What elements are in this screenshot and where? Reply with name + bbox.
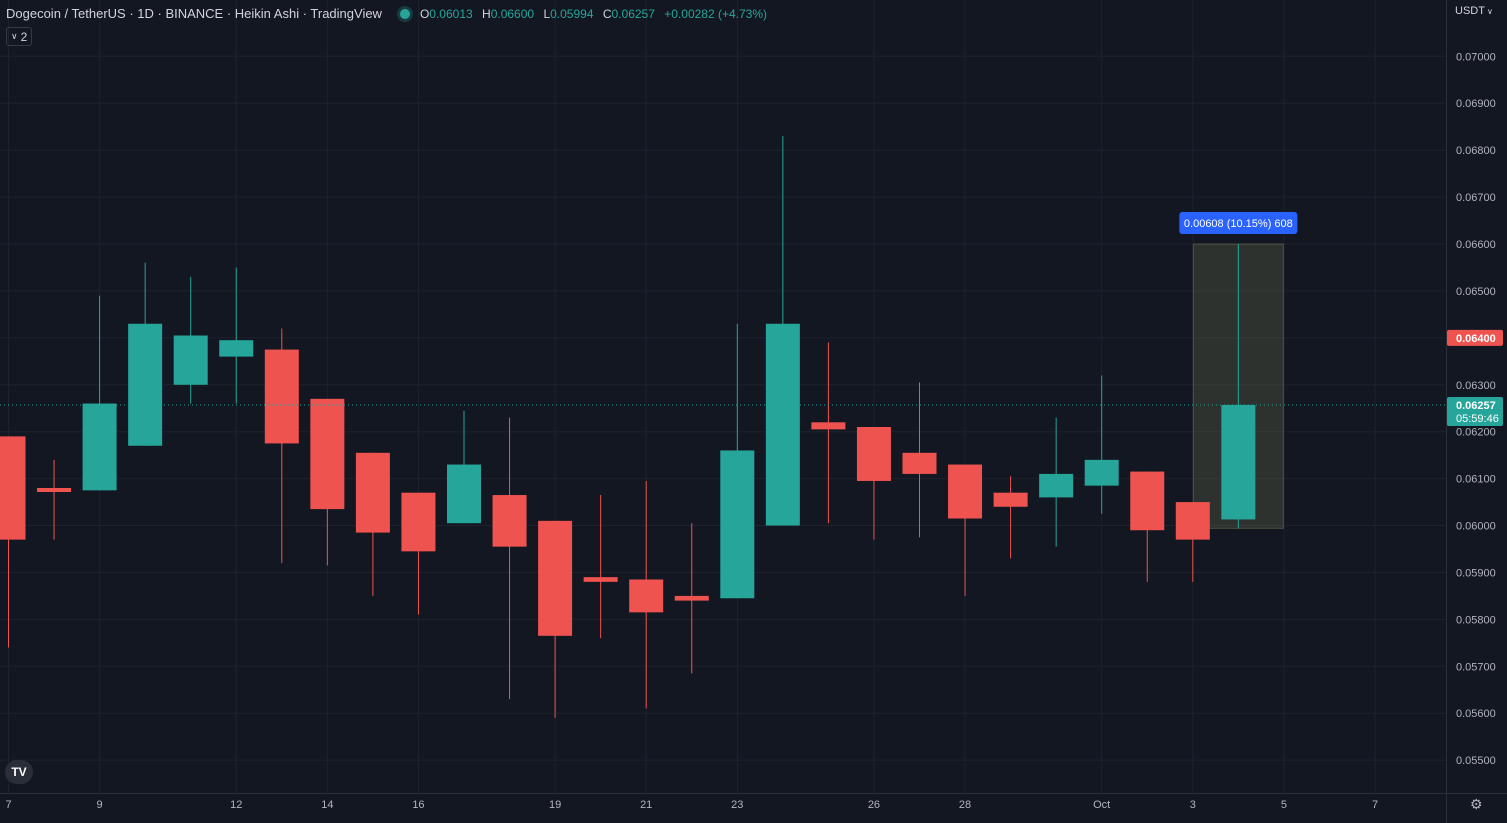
price-tick-label: 0.06200 — [1456, 427, 1496, 439]
candle-body[interactable] — [1130, 471, 1165, 531]
price-tick-label: 0.06500 — [1456, 286, 1496, 298]
time-tick-label: 5 — [1281, 799, 1287, 811]
symbol-title[interactable]: Dogecoin / TetherUS · 1D · BINANCE · Hei… — [6, 6, 382, 21]
current-price-tag — [1447, 396, 1503, 426]
candle-body[interactable] — [355, 452, 390, 533]
time-tick-label: Oct — [1093, 799, 1110, 811]
close-label: C — [602, 6, 612, 21]
candle-body[interactable] — [82, 403, 117, 491]
candle-body[interactable] — [310, 398, 345, 510]
time-tick-label: 19 — [549, 799, 561, 811]
candle-body[interactable] — [1175, 502, 1210, 540]
low-value: 0.05994 — [550, 6, 594, 21]
low-label: L — [543, 6, 551, 21]
price-tick-label: 0.06900 — [1456, 98, 1496, 110]
symbol-legend: Dogecoin / TetherUS · 1D · BINANCE · Hei… — [6, 6, 767, 21]
time-tick-label: 21 — [640, 799, 652, 811]
candle-body[interactable] — [720, 450, 755, 599]
candle-body[interactable] — [219, 340, 254, 357]
time-tick-label: 7 — [1372, 799, 1378, 811]
candle-body[interactable] — [674, 595, 709, 601]
indicators-count: 2 — [20, 29, 28, 44]
indicators-collapse-button[interactable]: ∨ 2 — [6, 27, 33, 46]
candle-body[interactable] — [948, 464, 983, 519]
candle-body[interactable] — [902, 452, 937, 474]
time-tick-label: 12 — [230, 799, 242, 811]
price-tick-label: 0.06100 — [1456, 474, 1496, 486]
currency-label: USDT — [1455, 5, 1485, 17]
high-value: 0.06600 — [490, 6, 535, 21]
countdown-label: 05:59:46 — [1456, 413, 1499, 425]
price-tick-label: 0.06700 — [1456, 192, 1496, 204]
open-label: O — [419, 6, 430, 21]
candle-body[interactable] — [492, 495, 527, 547]
price-tick-label: 0.05700 — [1456, 661, 1496, 673]
time-tick-label: 3 — [1190, 799, 1196, 811]
time-tick-label: 7 — [5, 799, 11, 811]
candle-body[interactable] — [173, 335, 208, 385]
change-value: +0.00282 (+4.73%) — [664, 6, 768, 21]
candle-body[interactable] — [765, 323, 800, 526]
time-tick-label: 16 — [412, 799, 424, 811]
chevron-down-icon: ∨ — [1486, 6, 1493, 16]
measure-label: 0.00608 (10.15%) 608 — [1184, 218, 1293, 230]
price-tick-label: 0.05900 — [1456, 567, 1496, 579]
time-tick-label: 23 — [731, 799, 743, 811]
measure-badge — [1179, 212, 1298, 234]
price-tick-label: 0.07000 — [1456, 51, 1496, 63]
open-value: 0.06013 — [429, 6, 473, 21]
candle-body[interactable] — [264, 349, 299, 444]
current-price-label: 0.06257 — [1456, 400, 1496, 412]
candle-body[interactable] — [0, 436, 26, 540]
price-tick-label: 0.05600 — [1456, 708, 1496, 720]
gear-icon[interactable]: ⚙ — [1470, 796, 1483, 812]
high-label: H — [482, 6, 491, 21]
candle-body[interactable] — [583, 577, 618, 582]
price-tick-label: 0.06300 — [1456, 380, 1496, 392]
candle-body[interactable] — [401, 492, 436, 552]
price-tick-label: 0.06000 — [1456, 521, 1496, 533]
time-tick-label: 28 — [959, 799, 971, 811]
price-marker-tag — [1447, 329, 1503, 346]
price-tick-label: 0.05500 — [1456, 755, 1496, 767]
candle-body[interactable] — [629, 579, 664, 613]
market-status-icon — [399, 8, 410, 19]
candle-body[interactable] — [811, 422, 846, 430]
price-tick-label: 0.06800 — [1456, 145, 1496, 157]
currency-selector[interactable]: USDT ∨ — [1455, 5, 1493, 17]
close-value: 0.06257 — [611, 6, 655, 21]
chevron-down-icon: ∨ — [11, 31, 18, 41]
candle-body[interactable] — [1039, 473, 1074, 498]
price-marker-label: 0.06400 — [1456, 333, 1496, 345]
time-tick-label: 14 — [321, 799, 333, 811]
candle-body[interactable] — [128, 323, 163, 446]
candle-body[interactable] — [856, 427, 891, 481]
candle-body[interactable] — [37, 488, 72, 492]
time-tick-label: 26 — [868, 799, 880, 811]
tradingview-logo-icon[interactable]: TV — [5, 760, 33, 784]
candle-body[interactable] — [1221, 404, 1256, 520]
candle-body[interactable] — [538, 520, 573, 636]
price-tick-label: 0.05800 — [1456, 614, 1496, 626]
ohlc-values: O0.06013 H0.06600 L0.05994 C0.06257 +0.0… — [420, 7, 767, 21]
price-tick-label: 0.06600 — [1456, 239, 1496, 251]
candle-body[interactable] — [447, 464, 481, 524]
candle-body[interactable] — [1084, 459, 1119, 486]
time-tick-label: 9 — [97, 799, 103, 811]
candle-body[interactable] — [993, 492, 1028, 507]
